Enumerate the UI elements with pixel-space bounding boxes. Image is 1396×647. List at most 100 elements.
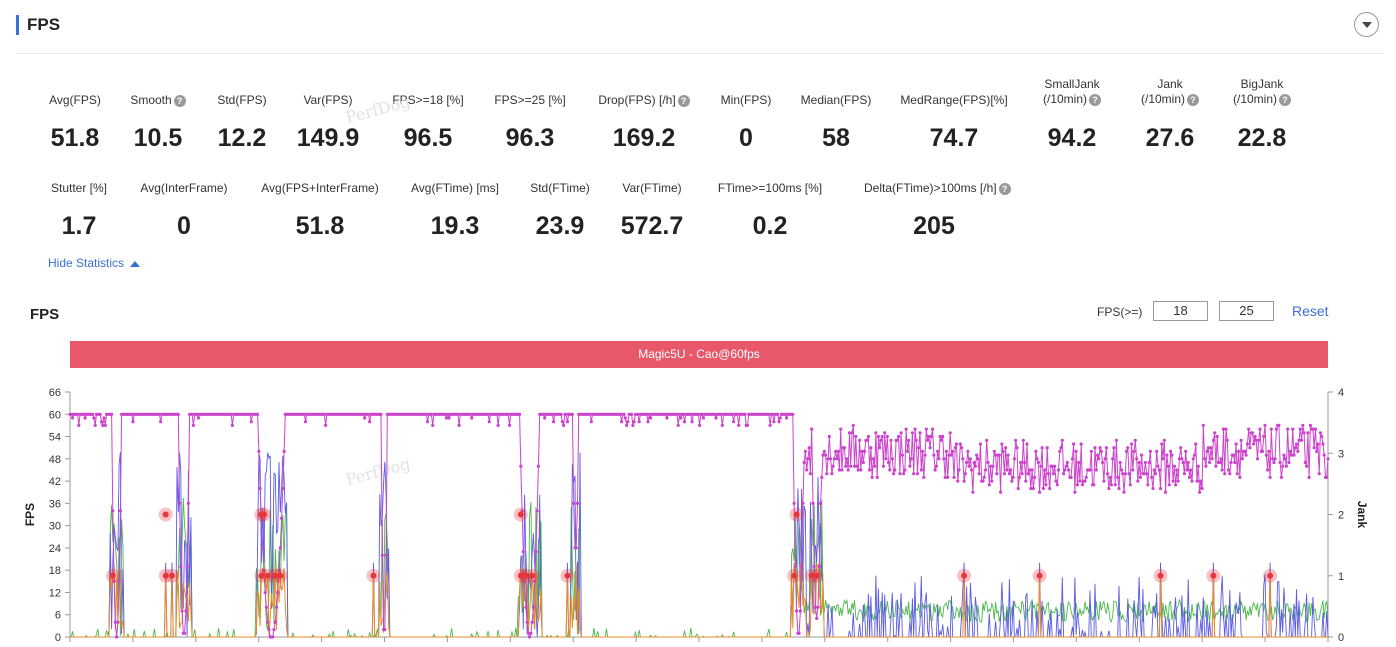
fps-point: [1164, 490, 1168, 494]
stat-value: 572.7: [620, 212, 684, 240]
fps-point: [625, 423, 629, 427]
fps-point: [879, 438, 883, 442]
fps-point: [1156, 464, 1160, 468]
fps-point: [495, 412, 499, 416]
fps-point: [76, 412, 80, 416]
fps-point: [274, 605, 279, 609]
jank-marker: [109, 572, 116, 579]
fps-point: [1250, 431, 1254, 435]
fps-point: [1240, 457, 1244, 461]
fps-point: [99, 420, 104, 424]
fps-point: [179, 564, 183, 569]
fps-point: [899, 431, 903, 435]
y-tick-label-right: 3: [1338, 448, 1344, 460]
fps-point: [1005, 468, 1009, 472]
jank-marker: [1157, 572, 1164, 579]
fps-point: [648, 416, 653, 420]
help-icon[interactable]: ?: [1187, 93, 1199, 106]
fps-point: [1266, 468, 1270, 472]
accent-bar: [16, 15, 19, 35]
hide-statistics-link[interactable]: Hide Statistics: [48, 256, 141, 270]
fps-point: [1079, 442, 1083, 446]
fps-point: [368, 420, 372, 424]
fps-point: [1296, 449, 1300, 453]
fps-threshold-input-2[interactable]: 25: [1219, 301, 1274, 321]
fps-point: [698, 423, 702, 427]
fps-point: [281, 486, 285, 491]
fps-point: [836, 449, 840, 453]
fps-point: [1104, 446, 1108, 450]
help-icon[interactable]: ?: [677, 94, 690, 107]
fps-point: [113, 620, 117, 624]
fps-point: [426, 420, 430, 424]
fps-point: [1174, 483, 1178, 487]
fps-point: [470, 416, 474, 420]
fps-point: [533, 579, 537, 583]
fps-point: [803, 449, 808, 453]
fps-point: [967, 464, 971, 468]
fps-point: [1297, 438, 1301, 442]
fps-point: [813, 605, 818, 609]
reset-button[interactable]: Reset: [1292, 303, 1329, 319]
fps-point: [1322, 453, 1326, 457]
fps-point: [981, 479, 985, 483]
fps-point: [1039, 464, 1043, 468]
fps-point: [965, 460, 969, 465]
fps-point: [824, 453, 828, 457]
fps-point: [830, 472, 834, 476]
fps-point: [645, 412, 649, 416]
fps-point: [719, 412, 723, 416]
fps-point: [69, 412, 73, 416]
fps-point: [874, 431, 878, 435]
fps-point: [1024, 479, 1028, 483]
help-icon[interactable]: ?: [1279, 93, 1291, 106]
fps-point: [130, 412, 134, 416]
fps-point: [893, 468, 897, 472]
fps-point: [928, 446, 932, 450]
fps-point: [1239, 438, 1243, 442]
fps-point: [1055, 483, 1059, 487]
fps-point: [1289, 453, 1294, 457]
fps-point: [926, 438, 930, 442]
fps-point: [835, 457, 839, 461]
fps-point: [562, 423, 566, 427]
fps-point: [384, 553, 388, 557]
help-icon[interactable]: ?: [998, 182, 1011, 195]
fps-point: [992, 449, 996, 453]
fps-point: [888, 468, 892, 472]
fps-point: [1131, 468, 1135, 472]
fps-point: [875, 475, 879, 479]
stat-label-text: FPS>=25 [%]: [494, 93, 566, 107]
fps-point: [1201, 423, 1205, 427]
fps-threshold-input-1[interactable]: 18: [1153, 301, 1208, 321]
fps-point: [77, 423, 81, 427]
fps-point: [949, 453, 954, 457]
fps-point: [1089, 449, 1093, 453]
stat-label-text: Avg(FPS+InterFrame): [261, 181, 379, 195]
fps-point: [714, 416, 718, 420]
fps-point: [855, 464, 859, 468]
fps-point: [529, 631, 533, 635]
stat-label-unit: (/10min): [1140, 92, 1185, 106]
stat-item: Avg(FPS+InterFrame) 51.8: [250, 181, 390, 240]
fps-point: [1255, 457, 1260, 461]
fps-point: [1126, 446, 1130, 450]
help-icon[interactable]: ?: [173, 94, 186, 107]
stat-value: 51.8: [50, 124, 100, 152]
fps-point: [1326, 457, 1330, 461]
fps-point: [1313, 427, 1317, 431]
fps-point: [917, 446, 921, 450]
fps-point: [523, 579, 527, 583]
fps-point: [1186, 460, 1190, 465]
stat-label: Avg(FTime) [ms]: [385, 181, 525, 196]
fps-point: [1225, 438, 1229, 442]
fps-point: [1007, 472, 1012, 476]
fps-point: [690, 420, 694, 424]
fps-point: [273, 620, 277, 624]
help-icon[interactable]: ?: [1089, 93, 1101, 106]
collapse-toggle-icon[interactable]: [1354, 12, 1379, 37]
stat-item: Median(FPS) 58: [766, 93, 906, 152]
fps-point: [825, 472, 829, 476]
fps-point: [276, 590, 280, 595]
fps-point: [159, 420, 163, 424]
